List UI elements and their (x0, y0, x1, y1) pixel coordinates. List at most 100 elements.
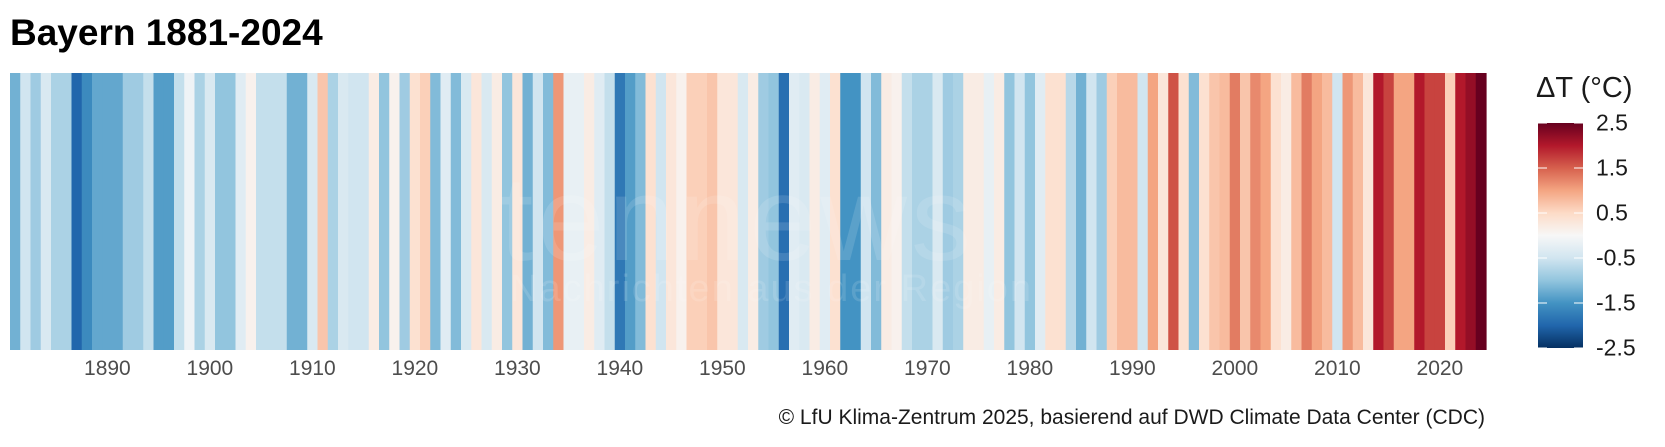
stripe-2000 (1229, 73, 1241, 350)
stripe-1950 (717, 73, 729, 350)
stripe-1930 (512, 73, 524, 350)
stripe-1883 (30, 73, 42, 350)
x-tick-label: 2010 (1314, 357, 1361, 380)
stripe-1916 (368, 73, 380, 350)
stripe-2018 (1414, 73, 1426, 350)
stripe-1948 (696, 73, 708, 350)
colorbar-ticks (1538, 122, 1583, 349)
stripe-1975 (973, 73, 985, 350)
stripe-1983 (1055, 73, 1067, 350)
stripe-1939 (604, 73, 616, 350)
stripe-1902 (225, 73, 237, 350)
stripe-2022 (1455, 73, 1467, 350)
stripe-1900 (204, 73, 216, 350)
stripe-1917 (379, 73, 390, 350)
stripe-1887 (71, 73, 83, 350)
source-credit: © LfU Klima-Zentrum 2025, basierend auf … (778, 406, 1485, 429)
stripe-1989 (1117, 73, 1128, 350)
stripe-1927 (481, 73, 493, 350)
stripe-1886 (61, 73, 73, 350)
stripe-1987 (1096, 73, 1108, 350)
stripe-1894 (143, 73, 155, 350)
stripe-1911 (317, 73, 329, 350)
stripe-1921 (420, 73, 431, 350)
stripe-1914 (348, 73, 360, 350)
stripe-1993 (1158, 73, 1169, 350)
x-axis-ticks: 1890 1900 1910 1920 1930 1940 1950 1960 1970 1980… (84, 357, 1463, 380)
stripe-1906 (266, 73, 278, 350)
stripe-1959 (809, 73, 821, 350)
stripe-1908 (286, 73, 298, 350)
stripe-2010 (1332, 73, 1344, 350)
colorbar (1538, 123, 1583, 348)
stripe-1891 (112, 73, 124, 350)
stripe-1981 (1035, 73, 1046, 350)
legend-tick-label: -1.5 (1596, 289, 1636, 316)
stripe-1926 (471, 73, 483, 350)
stripe-group (10, 73, 1487, 350)
stripe-1942 (635, 73, 647, 350)
stripe-2003 (1260, 73, 1272, 350)
stripe-1980 (1024, 73, 1036, 350)
stripe-1931 (522, 73, 534, 350)
stripe-1953 (748, 73, 759, 350)
chart-title: Bayern 1881-2024 (10, 12, 323, 53)
stripe-1976 (983, 73, 995, 350)
stripe-1971 (932, 73, 944, 350)
stripe-2021 (1445, 73, 1456, 350)
legend-tick-label: 0.5 (1596, 199, 1628, 226)
stripe-2012 (1352, 73, 1364, 350)
stripe-1970 (922, 73, 934, 350)
stripe-1913 (338, 73, 349, 350)
stripe-1932 (532, 73, 544, 350)
x-tick-label: 1900 (187, 357, 234, 380)
stripe-1999 (1219, 73, 1231, 350)
legend-tick-label: -0.5 (1596, 244, 1636, 271)
stripe-1935 (563, 73, 575, 350)
stripe-1892 (122, 73, 134, 350)
x-tick-label: 1910 (289, 357, 336, 380)
stripe-1922 (430, 73, 442, 350)
stripe-1960 (819, 73, 831, 350)
stripe-1945 (666, 73, 677, 350)
stripe-1946 (676, 73, 688, 350)
stripe-1885 (51, 73, 62, 350)
stripe-2017 (1404, 73, 1415, 350)
stripe-1962 (840, 73, 852, 350)
x-tick-label: 1990 (1109, 357, 1156, 380)
stripe-1896 (163, 73, 175, 350)
stripe-1979 (1014, 73, 1026, 350)
stripe-1952 (737, 73, 749, 350)
stripe-1889 (92, 73, 103, 350)
stripe-2016 (1393, 73, 1405, 350)
stripe-1991 (1137, 73, 1149, 350)
stripe-1967 (891, 73, 903, 350)
x-tick-label: 1960 (802, 357, 849, 380)
stripe-2004 (1270, 73, 1282, 350)
stripe-1968 (901, 73, 913, 350)
stripe-1928 (491, 73, 503, 350)
stripe-1905 (256, 73, 267, 350)
stripe-1903 (235, 73, 247, 350)
legend-tick-label: -2.5 (1596, 334, 1636, 361)
stripe-2019 (1424, 73, 1436, 350)
stripe-1978 (1004, 73, 1016, 350)
stripe-1988 (1106, 73, 1118, 350)
stripe-1918 (389, 73, 401, 350)
x-tick-label: 1930 (494, 357, 541, 380)
stripe-1884 (40, 73, 52, 350)
stripe-1924 (450, 73, 462, 350)
stripe-1963 (850, 73, 862, 350)
stripe-1986 (1086, 73, 1098, 350)
stripe-1949 (707, 73, 718, 350)
stripe-1899 (194, 73, 206, 350)
stripe-1937 (584, 73, 595, 350)
stripe-1985 (1076, 73, 1087, 350)
stripe-1897 (174, 73, 185, 350)
legend-tick-label: 1.5 (1596, 154, 1628, 181)
stripe-1974 (963, 73, 975, 350)
stripe-1940 (614, 73, 626, 350)
stripe-1964 (860, 73, 872, 350)
stripe-1901 (215, 73, 226, 350)
stripe-1951 (727, 73, 739, 350)
